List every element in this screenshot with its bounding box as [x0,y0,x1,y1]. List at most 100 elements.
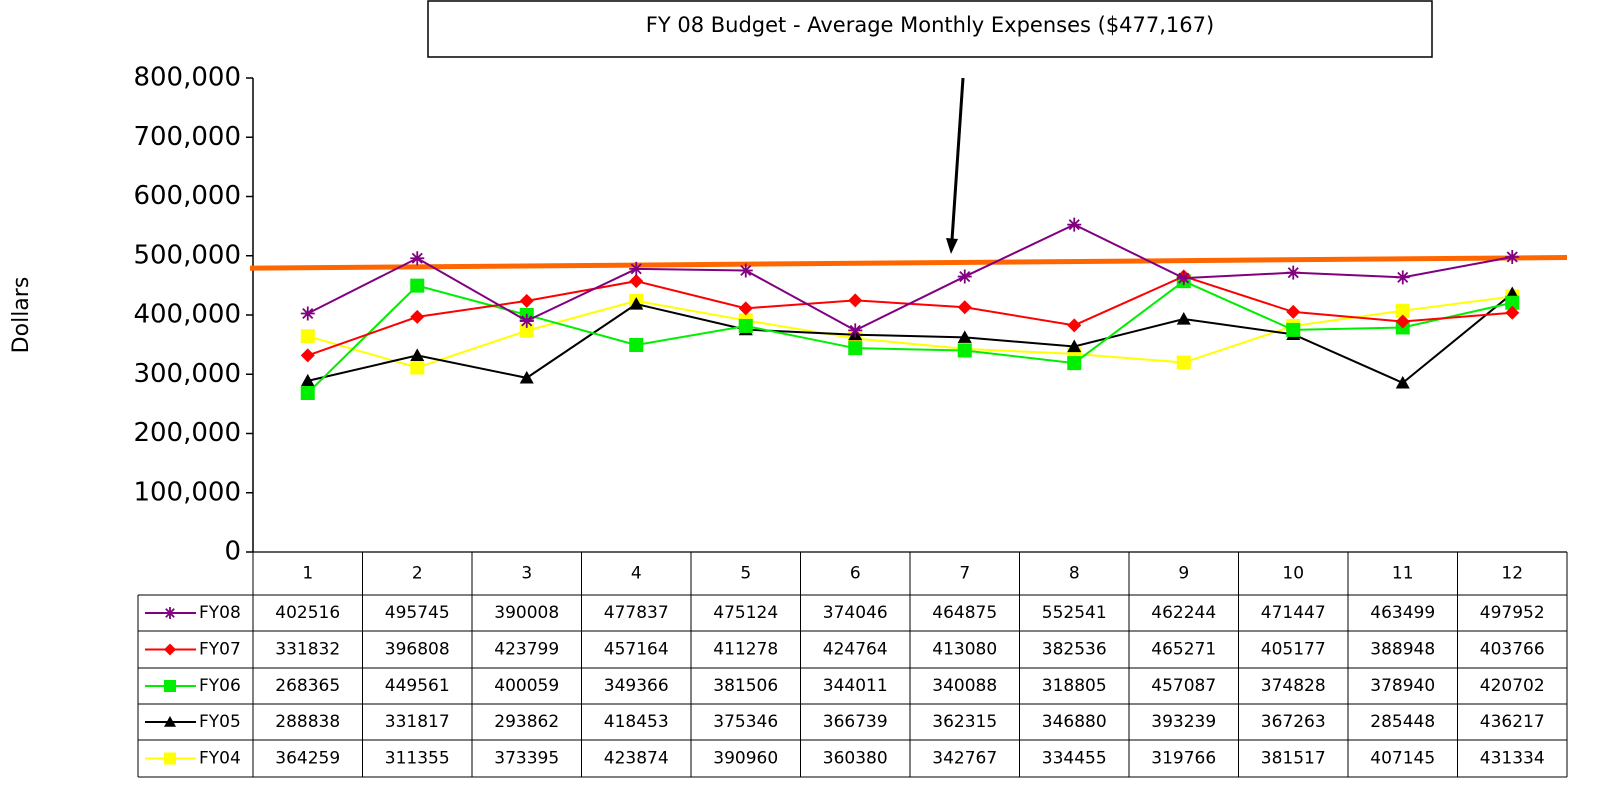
marker [1286,265,1301,280]
marker [1176,355,1191,370]
marker [1505,305,1520,320]
marker [1395,270,1410,285]
y-tick-label: 300,000 [133,359,241,389]
marker [1067,356,1082,371]
table-value: 431334 [1480,749,1545,769]
table-value: 420702 [1480,676,1545,696]
legend-label: FY07 [199,640,241,660]
table-value: 331832 [275,640,340,660]
table-value: 423874 [604,749,669,769]
y-tick-label: 400,000 [133,300,241,330]
table-value: 364259 [275,749,340,769]
series-line [307,295,1513,369]
table-value: 349366 [604,676,669,696]
marker [738,318,753,333]
series-line [307,223,1513,332]
marker [629,261,644,276]
table-value: 413080 [932,640,997,660]
legend-marker [164,643,176,656]
table-value: 381506 [713,676,778,696]
x-tick-label: 10 [1282,564,1304,584]
table-value: 463499 [1370,603,1435,623]
table-value: 346880 [1042,712,1107,732]
table-value: 418453 [604,712,669,732]
marker [410,360,425,375]
table-value: 360380 [823,749,888,769]
table-value: 382536 [1042,640,1107,660]
annotation-box [427,0,1433,58]
table-value: 403766 [1480,640,1545,660]
table-value: 411278 [713,640,778,660]
legend-label: FY06 [199,676,241,696]
table-value: 381517 [1261,749,1326,769]
legend-marker [164,716,176,727]
marker [410,309,425,324]
x-tick-label: 9 [1178,564,1189,584]
table-value: 319766 [1151,749,1216,769]
marker [410,278,425,293]
annotation: FY 08 Budget - Average Monthly Expenses … [646,13,1214,37]
marker [300,373,315,387]
table-value: 396808 [385,640,450,660]
y-tick-label: 200,000 [133,418,241,448]
table-value: 378940 [1370,676,1435,696]
table-value: 340088 [932,676,997,696]
table-value: 342767 [932,749,997,769]
legend-label: FY05 [199,712,241,732]
marker [410,348,425,361]
table-value: 457164 [604,640,669,660]
marker [957,330,972,343]
marker [519,293,534,308]
x-tick-label: 3 [521,564,532,584]
x-tick-label: 7 [959,564,970,584]
y-axis-label: Dollars [9,277,34,354]
table-value: 400059 [494,676,559,696]
table-value: 334455 [1042,749,1107,769]
table-value: 457087 [1151,676,1216,696]
legend-marker [164,680,176,692]
legend-label: FY04 [199,749,241,769]
x-tick-label: 11 [1392,564,1414,584]
x-tick-label: 1 [302,564,313,584]
table-value: 388948 [1370,640,1435,660]
table-value: 390960 [713,749,778,769]
marker [1067,217,1082,232]
table-value: 407145 [1370,749,1435,769]
y-tick-label: 500,000 [133,240,241,270]
table-value: 268365 [275,676,340,696]
y-tick-label: 600,000 [133,181,241,211]
marker [957,343,972,358]
table-value: 373395 [494,749,559,769]
x-tick-label: 5 [740,564,751,584]
marker [1067,339,1082,353]
table-value: 285448 [1370,712,1435,732]
table-value: 366739 [823,712,888,732]
table-value: 374046 [823,603,888,623]
marker [629,297,644,310]
marker [1176,271,1191,286]
table-value: 362315 [932,712,997,732]
table-value: 449561 [385,676,450,696]
table-value: 293862 [494,712,559,732]
marker [848,323,863,338]
marker [410,251,425,266]
marker [1176,312,1191,325]
arrow-head [946,238,958,254]
table-value: 495745 [385,603,450,623]
marker [1286,322,1301,337]
marker [1505,295,1520,310]
marker [519,313,534,328]
table-value: 344011 [823,676,888,696]
x-tick-label: 12 [1501,564,1523,584]
table-value: 436217 [1480,712,1545,732]
table-value: 405177 [1261,640,1326,660]
marker [848,293,863,308]
marker [519,370,534,384]
x-tick-label: 2 [412,564,423,584]
table-value: 475124 [713,603,778,623]
marker [1067,318,1082,333]
legend-marker [164,752,176,765]
x-tick-label: 6 [850,564,861,584]
table-value: 318805 [1042,676,1107,696]
